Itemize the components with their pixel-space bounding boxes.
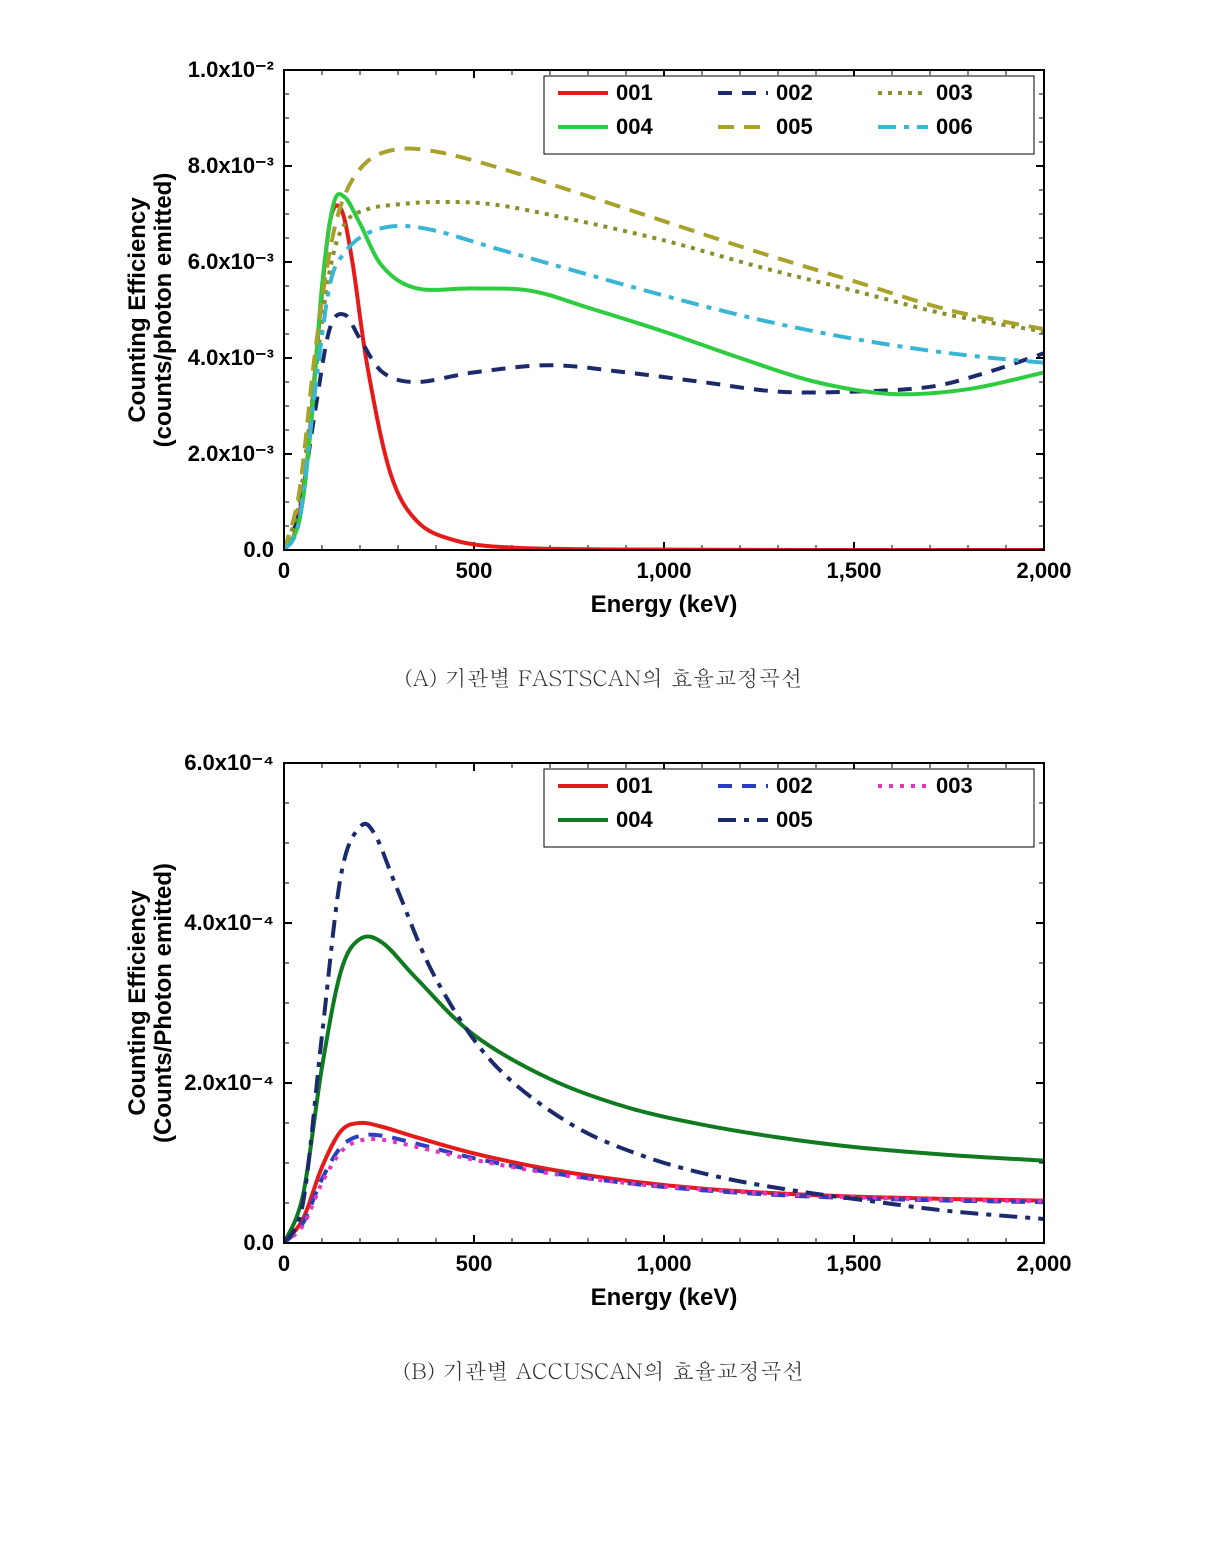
chart-a-ytick-label: 1.0x10⁻² — [187, 57, 273, 82]
chart-a-xlabel: Energy (keV) — [590, 591, 737, 618]
chart-a-ytick-label: 0.0 — [243, 537, 274, 562]
chart-b-legend-label-002: 002 — [776, 773, 813, 798]
chart-a-ytick-label: 8.0x10⁻³ — [187, 153, 273, 178]
chart-b-ytick-label: 0.0 — [243, 1230, 274, 1255]
chart-b-legend-label-004: 004 — [616, 807, 653, 832]
chart-b-legend-label-005: 005 — [776, 807, 813, 832]
chart-a-svg: 0 500 1,000 1,500 2,000 0.0 2.0x10⁻³ 4.0x10⁻³ 6.… — [124, 40, 1084, 650]
chart-a-xtick-label: 0 — [277, 558, 289, 583]
chart-a-legend-label-001: 001 — [616, 80, 653, 105]
chart-b-svg: 0 500 1,000 1,500 2,000 0.0 2.0x10⁻⁴ 4.0x10⁻⁴ 6.… — [124, 733, 1084, 1343]
chart-a-container: 0 500 1,000 1,500 2,000 0.0 2.0x10⁻³ 4.0x10⁻³ 6.… — [124, 40, 1084, 693]
chart-a-legend-label-002: 002 — [776, 80, 813, 105]
chart-a-xtick-label: 1,000 — [636, 558, 691, 583]
chart-a-ylabel: Counting Efficiency(counts/photon emitte… — [124, 173, 177, 448]
chart-b-ytick-label: 4.0x10⁻⁴ — [184, 910, 274, 935]
chart-b-xtick-label: 1,500 — [826, 1251, 881, 1276]
chart-a-ytick-label: 4.0x10⁻³ — [187, 345, 273, 370]
chart-a-ytick-label: 2.0x10⁻³ — [187, 441, 273, 466]
chart-a-ytick-label: 6.0x10⁻³ — [187, 249, 273, 274]
chart-a-legend-label-003: 003 — [936, 80, 973, 105]
chart-b-legend: 001 002 003 004 005 — [544, 769, 1034, 847]
chart-b-caption: (B) 기관별 ACCUSCAN의 효율교정곡선 — [124, 1355, 1084, 1386]
chart-b-svg-holder: 0 500 1,000 1,500 2,000 0.0 2.0x10⁻⁴ 4.0x10⁻⁴ 6.… — [124, 733, 1084, 1343]
chart-b-xtick-label: 0 — [277, 1251, 289, 1276]
chart-b-ytick-label: 6.0x10⁻⁴ — [184, 750, 274, 775]
chart-a-legend: 001 002 003 004 005 006 — [544, 76, 1034, 154]
chart-b-legend-label-003: 003 — [936, 773, 973, 798]
chart-a-legend-label-006: 006 — [936, 114, 973, 139]
chart-a-legend-label-004: 004 — [616, 114, 653, 139]
chart-b-xtick-label: 500 — [455, 1251, 492, 1276]
chart-b-ytick-label: 2.0x10⁻⁴ — [184, 1070, 274, 1095]
chart-b-xlabel: Energy (keV) — [590, 1284, 737, 1311]
chart-a-xtick-label: 1,500 — [826, 558, 881, 583]
chart-a-svg-holder: 0 500 1,000 1,500 2,000 0.0 2.0x10⁻³ 4.0x10⁻³ 6.… — [124, 40, 1084, 650]
chart-a-caption: (A) 기관별 FASTSCAN의 효율교정곡선 — [124, 662, 1084, 693]
chart-a-legend-label-005: 005 — [776, 114, 813, 139]
chart-b-xtick-label: 2,000 — [1016, 1251, 1071, 1276]
chart-b-container: 0 500 1,000 1,500 2,000 0.0 2.0x10⁻⁴ 4.0x10⁻⁴ 6.… — [124, 733, 1084, 1386]
chart-a-xtick-label: 2,000 — [1016, 558, 1071, 583]
chart-a-xtick-label: 500 — [455, 558, 492, 583]
chart-b-legend-label-001: 001 — [616, 773, 653, 798]
chart-b-xtick-label: 1,000 — [636, 1251, 691, 1276]
chart-b-ylabel: Counting Efficiency(Counts/Photon emitte… — [124, 863, 177, 1143]
